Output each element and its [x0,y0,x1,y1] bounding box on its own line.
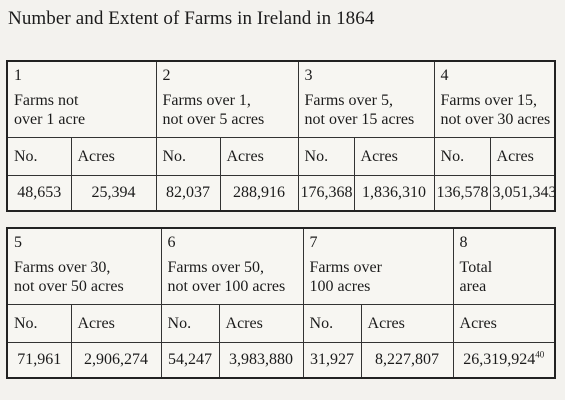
value-no: 31,927 [302,341,362,379]
category-desc-line2: not over 30 acres [440,111,551,128]
category-desc-line1: Farms over 50, [167,259,264,276]
column-header-acres: Acres [489,136,556,176]
category-desc-line1: Farms over 15, [440,92,537,109]
value-acres: 1,836,310 [353,174,435,212]
value-acres: 288,916 [219,174,299,212]
category-number: 7 [309,234,318,251]
category-number: 6 [167,234,176,251]
category-number: 3 [304,67,313,84]
category-5-cell: 5 Farms over 30, not over 50 acres [6,227,162,305]
farms-table-lower: 5 Farms over 30, not over 50 acres 6 Far… [6,227,557,379]
category-7-cell: 7 Farms over 100 acres [302,227,454,305]
category-3-cell: 3 Farms over 5, not over 15 acres [297,60,435,138]
category-desc-line2: 100 acres [309,278,371,295]
column-header-no: No. [433,136,491,176]
category-number: 5 [14,234,22,251]
total-acres-value: 26,319,924 [463,351,536,369]
column-header-no: No. [6,136,72,176]
value-no: 82,037 [155,174,221,212]
column-header-acres: Acres [219,136,299,176]
page-title: Number and Extent of Farms in Ireland in… [8,8,375,29]
category-number: 8 [459,234,468,251]
column-header-no: No. [160,303,220,343]
value-acres: 25,394 [70,174,157,212]
footnote-marker: 40 [535,349,545,360]
column-header-acres: Acres [70,136,157,176]
column-header-no: No. [155,136,221,176]
category-desc-line1: Farms over 5, [304,92,393,109]
category-1-cell: 1 Farms not over 1 acre [6,60,157,138]
value-no: 71,961 [6,341,72,379]
column-header-acres: Acres [353,136,435,176]
category-2-cell: 2 Farms over 1, not over 5 acres [155,60,299,138]
category-desc-line2: area [459,278,487,295]
category-number: 1 [14,67,22,84]
category-total-cell: 8 Total area [452,227,556,305]
category-desc-line2: not over 15 acres [304,111,415,128]
value-acres: 3,051,343 [489,174,556,212]
category-desc-line1: Farms over 30, [14,259,111,276]
column-header-no: No. [302,303,362,343]
column-header-acres: Acres [452,303,556,343]
column-header-no: No. [297,136,355,176]
column-header-acres: Acres [360,303,454,343]
category-desc-line1: Farms over [309,259,382,276]
value-no: 176,368 [297,174,355,212]
farms-table-upper: 1 Farms not over 1 acre 2 Farms over 1, … [6,60,557,212]
category-desc-line1: Farms not [14,92,79,109]
category-desc-line1: Farms over 1, [162,92,251,109]
category-desc-line2: not over 100 acres [167,278,286,295]
category-number: 2 [162,67,171,84]
category-4-cell: 4 Farms over 15, not over 30 acres [433,60,556,138]
value-acres: 3,983,880 [218,341,304,379]
column-header-no: No. [6,303,72,343]
value-no: 54,247 [160,341,220,379]
category-desc-line2: not over 50 acres [14,278,124,295]
value-acres: 8,227,807 [360,341,454,379]
total-acres-cell: 26,319,92440 [452,341,556,379]
value-no: 136,578 [433,174,491,212]
column-header-acres: Acres [218,303,304,343]
value-acres: 2,906,274 [70,341,162,379]
category-desc-line2: not over 5 acres [162,111,265,128]
category-6-cell: 6 Farms over 50, not over 100 acres [160,227,304,305]
column-header-acres: Acres [70,303,162,343]
category-number: 4 [440,67,449,84]
value-no: 48,653 [6,174,72,212]
category-desc-line2: over 1 acre [14,111,86,128]
category-desc-line1: Total [459,259,493,276]
